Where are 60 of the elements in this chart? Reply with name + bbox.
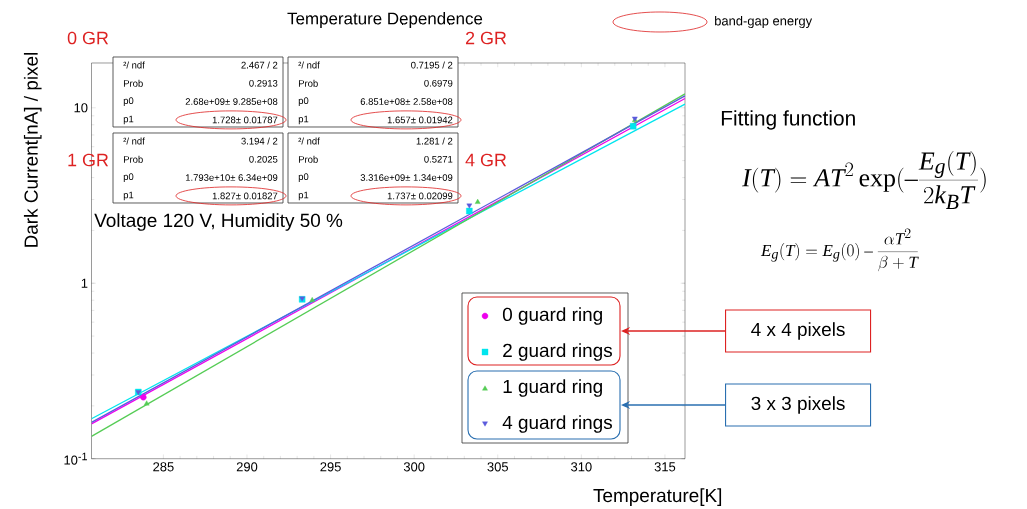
- annotation: 1.827± 0.01827: [212, 192, 278, 200]
- annotation: 3.316e+09± 1.34e+09: [360, 174, 453, 181]
- annotation: p1: [298, 191, 309, 201]
- annotation: Voltage 120 V, Humidity 50 %: [94, 213, 343, 231]
- annotation: 2.68e+09± 9.285e+08: [185, 98, 278, 105]
- text: band-gap energy: [715, 15, 813, 29]
- x-tick-label: 295: [320, 462, 341, 472]
- annotation: 1.793e+10± 6.34e+09: [185, 174, 278, 181]
- annotation: ²/ ndf: [123, 61, 145, 69]
- annotation: p0: [123, 97, 134, 106]
- x-tick-label: 285: [153, 462, 174, 472]
- annotation: 1.281 / 2: [416, 137, 453, 145]
- annotation: p0: [123, 173, 134, 182]
- text: Fitting function: [721, 110, 855, 130]
- annotation: 1.728± 0.01787: [212, 116, 278, 124]
- x-tick-label: 305: [487, 462, 509, 472]
- x-axis-title: Temperature[K]: [593, 488, 722, 506]
- annotation: 2.467 / 2: [241, 61, 278, 69]
- x-tick-label: 315: [654, 462, 676, 472]
- annotation: p1: [123, 115, 134, 125]
- text: 3 x 3 pixels: [751, 396, 845, 414]
- y-tick-label: 10: [74, 103, 88, 113]
- annotation: 1.737± 0.02099: [387, 192, 453, 200]
- annotation: Prob: [123, 155, 143, 163]
- x-tick-label: 290: [236, 462, 258, 472]
- annotation: p1: [298, 115, 309, 125]
- annotation: Prob: [123, 79, 143, 87]
- text: 4 x 4 pixels: [751, 322, 845, 340]
- chart-title: Temperature Dependence: [287, 12, 483, 28]
- annotation: ²/ ndf: [123, 137, 145, 145]
- annotation: 0.5271: [424, 155, 453, 163]
- annotation: ²/ ndf: [298, 137, 320, 145]
- legend-label: 4 guard rings: [502, 415, 612, 433]
- x-tick-label: 300: [403, 462, 425, 472]
- text: $E_g(T)=E_g(0)-\frac{\alpha T^2}{\beta+T}$: [760, 228, 919, 272]
- annotation: Prob: [298, 155, 318, 163]
- annotation: Prob: [298, 79, 318, 87]
- text: 0 GR: [67, 31, 109, 45]
- legend-label: 0 guard ring: [502, 307, 602, 325]
- annotation: 1 GR: [68, 153, 109, 167]
- annotation: 4 GR: [465, 153, 507, 167]
- annotation: 0.2913: [249, 79, 278, 87]
- legend-label: 2 guard rings: [503, 343, 612, 361]
- annotation: ²/ ndf: [298, 61, 320, 69]
- annotation: 0.2025: [249, 155, 278, 163]
- legend-label: 1 guard ring: [503, 379, 602, 397]
- x-tick-label: 310: [571, 462, 592, 472]
- annotation: 1.657± 0.01942: [387, 116, 453, 124]
- y-tick-label: 10$^{-1}$: [64, 452, 87, 465]
- annotation: p1: [123, 191, 134, 201]
- text: $I(T)=AT^2\exp(-\frac{E_g(T)}{2k_BT})$: [741, 151, 986, 209]
- annotation: 0.7195 / 2: [411, 61, 453, 69]
- annotation: 0.6979: [424, 79, 453, 87]
- y-tick-label: 1: [81, 278, 88, 288]
- annotation: p0: [298, 173, 309, 182]
- annotation: p0: [298, 97, 309, 106]
- annotation: 6.851e+08± 2.58e+08: [360, 98, 453, 105]
- y-axis-title: Dark Current[nA] / pixel: [23, 52, 42, 247]
- text: 2 GR: [465, 31, 507, 45]
- annotation: 3.194 / 2: [241, 137, 278, 145]
